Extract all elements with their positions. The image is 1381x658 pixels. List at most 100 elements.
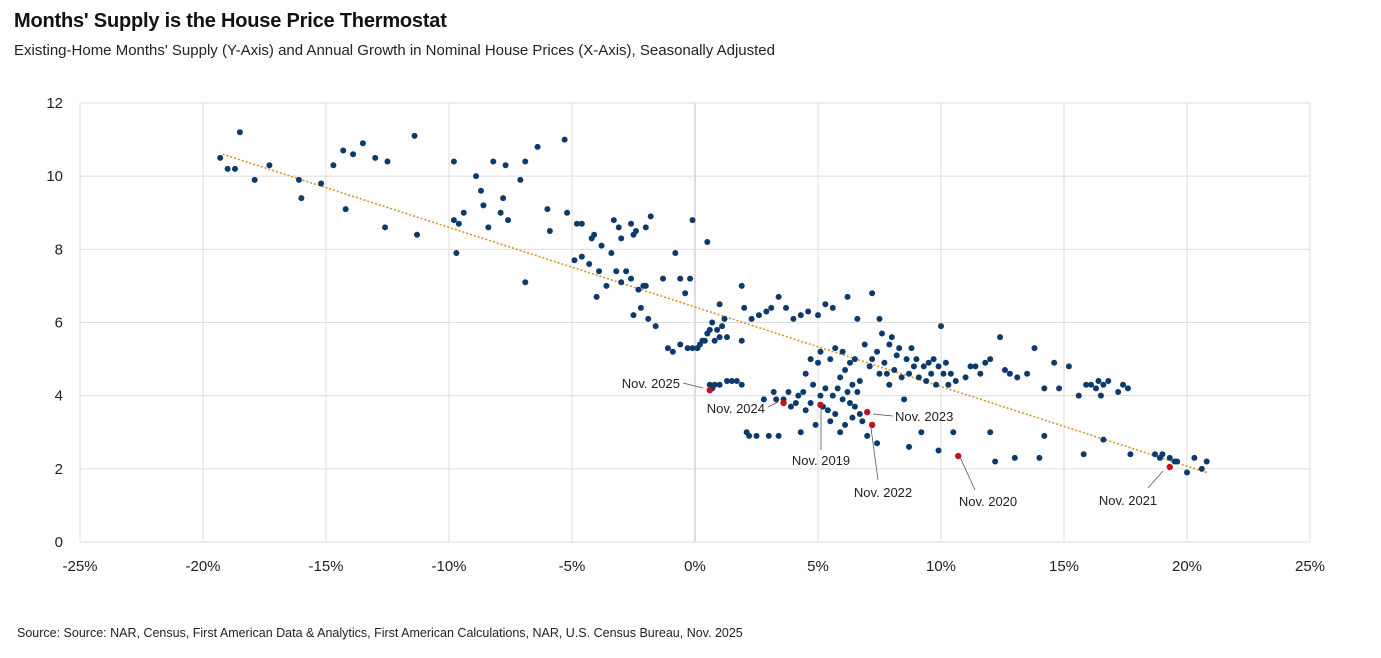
data-point <box>942 359 949 366</box>
data-point <box>623 268 630 275</box>
data-point <box>763 308 770 315</box>
data-point <box>906 443 913 450</box>
data-point <box>861 341 868 348</box>
data-point <box>477 187 484 194</box>
data-point <box>906 370 913 377</box>
data-point <box>800 389 807 396</box>
y-tick-label: 10 <box>46 168 63 185</box>
data-point <box>714 326 721 333</box>
x-tick-label: 15% <box>1049 558 1079 575</box>
data-point <box>997 334 1004 341</box>
data-point <box>908 345 915 352</box>
data-point <box>817 348 824 355</box>
data-point <box>903 356 910 363</box>
highlight-point <box>955 452 962 460</box>
data-point <box>1166 454 1173 461</box>
data-point <box>684 345 691 352</box>
data-point <box>910 363 917 370</box>
data-point <box>928 370 935 377</box>
data-point <box>505 217 512 224</box>
data-point <box>810 381 817 388</box>
data-point <box>812 421 819 428</box>
data-point <box>802 370 809 377</box>
data-point <box>330 162 337 169</box>
data-point <box>701 337 708 344</box>
y-tick-label: 6 <box>55 315 63 332</box>
data-point <box>733 378 740 385</box>
data-point <box>1100 381 1107 388</box>
data-point <box>815 312 821 319</box>
data-point <box>689 345 696 352</box>
annotation-leader <box>1147 470 1164 489</box>
x-tick-label: 20% <box>1172 558 1202 575</box>
data-point <box>217 154 224 161</box>
highlight-point <box>1166 463 1173 471</box>
data-point <box>837 429 844 436</box>
data-point <box>1056 385 1063 392</box>
data-point <box>502 162 509 169</box>
annotation-leader <box>682 382 704 389</box>
chart-title: Months' Supply is the House Price Thermo… <box>14 10 447 32</box>
data-point <box>866 363 873 370</box>
data-point <box>896 345 903 352</box>
data-point <box>689 217 696 224</box>
data-point <box>844 389 851 396</box>
data-point <box>266 162 273 169</box>
data-point <box>534 143 541 150</box>
data-point <box>945 381 952 388</box>
data-point <box>775 293 782 300</box>
data-point <box>578 220 585 227</box>
data-point <box>318 180 325 187</box>
data-point <box>578 253 585 260</box>
data-point <box>760 396 767 403</box>
chart-subtitle: Existing-Home Months' Supply (Y-Axis) an… <box>14 42 775 59</box>
data-point <box>967 363 974 370</box>
data-point <box>856 378 863 385</box>
data-point <box>1120 381 1127 388</box>
data-point <box>704 239 711 246</box>
data-point <box>876 370 883 377</box>
data-point <box>869 356 876 363</box>
data-point <box>1127 451 1134 458</box>
data-point <box>342 206 349 213</box>
data-point <box>1203 458 1210 465</box>
data-point <box>1198 465 1205 472</box>
data-point <box>603 282 610 289</box>
data-point <box>746 432 753 439</box>
data-point <box>682 290 689 297</box>
y-tick-label: 0 <box>55 534 63 551</box>
x-tick-label: 0% <box>684 558 706 575</box>
data-point <box>460 209 467 216</box>
x-tick-label: 5% <box>807 558 829 575</box>
data-point <box>824 407 831 414</box>
data-point <box>859 418 866 425</box>
data-point <box>564 209 571 216</box>
data-point <box>1006 370 1013 377</box>
data-points <box>217 129 1210 476</box>
data-point <box>748 315 755 322</box>
data-point <box>598 242 605 249</box>
data-point <box>1115 389 1122 396</box>
data-point <box>805 308 812 315</box>
data-point <box>874 440 881 447</box>
data-point <box>829 304 836 311</box>
data-point <box>1014 374 1021 381</box>
data-point <box>856 410 863 417</box>
data-point <box>490 158 497 165</box>
highlight-point <box>817 401 824 409</box>
data-point <box>849 381 856 388</box>
data-point <box>672 249 679 256</box>
data-point <box>962 374 969 381</box>
data-point <box>886 341 893 348</box>
data-point <box>869 290 876 297</box>
data-point <box>893 352 900 359</box>
data-point <box>846 399 853 406</box>
trendline <box>222 153 1207 474</box>
data-point <box>940 370 947 377</box>
data-point <box>480 202 487 209</box>
data-point <box>876 315 883 322</box>
data-point <box>664 345 671 352</box>
annotation-leader <box>870 427 879 481</box>
annotation-label: Nov. 2021 <box>1099 493 1157 508</box>
data-point <box>1095 378 1102 385</box>
